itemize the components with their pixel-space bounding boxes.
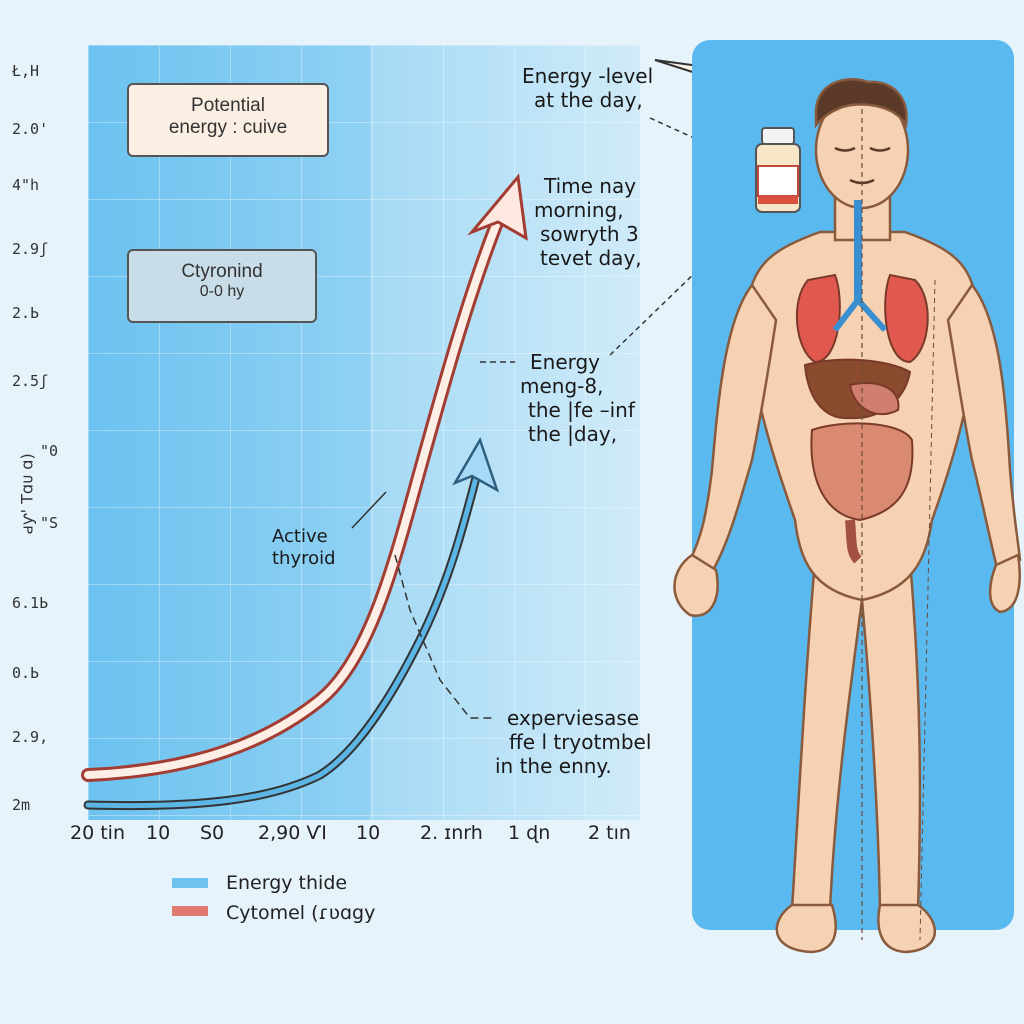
x-tick-label: 2 tın: [588, 822, 631, 844]
energy-meng-line-2: meng-8,: [520, 374, 604, 398]
legend-label-cytomel: Cytomel (ɾʋɑgy: [226, 902, 376, 924]
time-morning-line-3: sowryth 3: [540, 222, 639, 246]
y-tick-label: "S: [40, 514, 59, 532]
cytonind-box-line-2: 0-0 hy: [199, 283, 245, 300]
red-arrow-head: [467, 173, 528, 241]
y-tick-label: 6.1Ь: [12, 594, 49, 612]
x-tick-label: 1 ɖn: [508, 822, 551, 844]
experiese-line-2: ffe l tryotmbel: [509, 730, 652, 754]
y-tick-label: 4"h: [12, 176, 40, 194]
y-tick-label: 2.5ʃ: [12, 372, 49, 390]
legend-swatch-cytomel: [172, 906, 208, 916]
energy-level-line-2: at the day,: [534, 88, 643, 112]
blue-curve-inner: [85, 467, 481, 809]
plot-grid: [88, 45, 640, 820]
potential-box-line-1: Potential: [191, 95, 265, 116]
legend-label-energy: Energy thide: [226, 872, 348, 894]
experiese-line-3: in the enny.: [495, 754, 612, 778]
experiese-leader: [394, 554, 495, 719]
pill-bottle-icon: [755, 127, 801, 213]
energy-meng-line-3: the |fe –inf: [528, 398, 635, 422]
y-tick-label: "0: [40, 442, 59, 460]
time-morning-line-4: tevet day,: [540, 246, 642, 270]
y-tick-label: 2m: [12, 796, 31, 814]
x-tick-label: 20 tin: [70, 822, 125, 844]
active-thyroid-line-2: thyroid: [272, 548, 336, 569]
experiese-callout: experviesase ffe l tryotmbel in the enny…: [495, 706, 651, 778]
energy-meng-callout: Energy meng-8, the |fe –inf the |day,: [518, 350, 635, 446]
red-curve-inner: [84, 211, 504, 779]
active-thyroid-pointer: [351, 491, 387, 529]
x-tick-label: 10: [356, 822, 381, 844]
y-tick-label: 0.Ь: [12, 664, 40, 682]
energy-meng-line-1: Energy: [530, 350, 601, 374]
x-tick-label: 10: [146, 822, 171, 844]
x-tick-label: 2. ɪnrh: [420, 822, 483, 844]
cytonind-box: Ctyronind 0-0 hy: [127, 249, 317, 323]
time-morning-line-1: Time nay: [544, 174, 637, 198]
energy-level-callout: Energy -level at the day,: [522, 64, 653, 112]
blue-arrow-head: [452, 436, 500, 493]
y-tick-label: 2.9ʃ: [12, 240, 49, 258]
active-thyroid-label: Active thyroid: [272, 526, 336, 570]
y-tick-label: 2.Ь: [12, 304, 40, 322]
y-axis-title: ԁƴ' Tɑᴜ ɑ): [17, 453, 37, 535]
time-morning-callout: Time nay morning, sowryth 3 tevet day,: [534, 174, 642, 270]
active-thyroid-line-1: Active: [272, 526, 328, 547]
legend-swatch-energy: [172, 878, 208, 888]
experiese-line-1: experviesase: [507, 706, 640, 730]
cytonind-box-line-1: Ctyronind: [181, 261, 263, 282]
x-tick-label: 2,90 ѴΙ: [258, 822, 327, 844]
time-morning-line-2: morning,: [534, 198, 624, 222]
potential-box-line-2: energy : cuive: [168, 117, 288, 138]
energy-meng-line-4: the |day,: [528, 422, 618, 446]
y-tick-label: 2.9,: [12, 728, 49, 746]
y-tick-label: Ł,Н: [12, 62, 40, 80]
body-sideline: [919, 279, 936, 941]
energy-level-line-1: Energy -level: [522, 64, 654, 88]
y-tick-label: 2.0': [12, 120, 49, 138]
x-tick-label: S0: [200, 822, 225, 844]
potential-energy-box: Potential energy : cuive: [127, 83, 329, 157]
